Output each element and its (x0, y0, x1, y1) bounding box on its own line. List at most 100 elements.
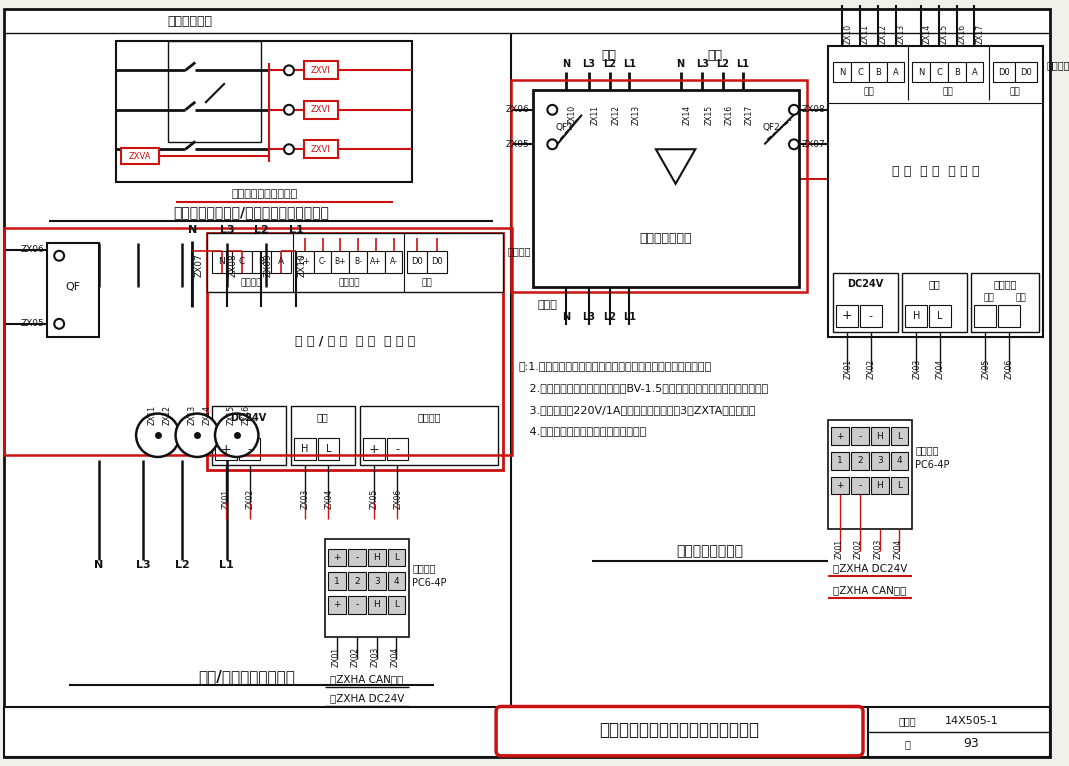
Text: +: + (369, 443, 379, 456)
Text: 1: 1 (837, 457, 843, 466)
Bar (427, 250, 447, 273)
Text: H: H (373, 553, 381, 562)
Text: ZX02: ZX02 (854, 538, 863, 558)
Text: ZX12: ZX12 (611, 105, 620, 125)
Bar (828, 46, 1043, 336)
Text: 4.端子、保险等辅料均由成套厂提供。: 4.端子、保险等辅料均由成套厂提供。 (518, 427, 646, 437)
Text: D0: D0 (998, 68, 1010, 77)
Text: 接ZXHA DC24V: 接ZXHA DC24V (329, 693, 404, 704)
Text: ZX08: ZX08 (802, 105, 825, 114)
Text: PC6-4P: PC6-4P (413, 578, 447, 588)
Text: D0: D0 (1020, 68, 1032, 77)
Text: 3: 3 (374, 577, 379, 586)
Bar (207, 233, 503, 293)
Text: 接线端子: 接线端子 (915, 445, 939, 455)
Text: ZX16: ZX16 (958, 24, 966, 44)
Bar (4, 228, 512, 455)
Text: ZX02: ZX02 (351, 647, 360, 667)
Bar (886, 63, 904, 82)
Bar (331, 250, 350, 273)
Bar (328, 596, 346, 614)
Text: ZX12: ZX12 (879, 24, 887, 44)
Text: 4: 4 (393, 577, 400, 586)
Bar (313, 250, 331, 273)
Text: 备电: 备电 (1016, 293, 1026, 303)
Bar (869, 63, 886, 82)
Text: 电压/电流传感器接线图: 电压/电流传感器接线图 (198, 669, 295, 684)
Bar (851, 476, 869, 494)
Bar (998, 305, 1020, 327)
Bar (388, 596, 405, 614)
Polygon shape (656, 149, 695, 184)
Text: ZX05: ZX05 (20, 319, 45, 329)
Bar (836, 305, 858, 327)
Bar (304, 101, 338, 119)
Text: ZX05: ZX05 (981, 358, 990, 379)
Bar (930, 63, 948, 82)
Text: ZX04: ZX04 (894, 538, 902, 558)
Text: 14X505-1: 14X505-1 (945, 716, 998, 726)
Text: ZX06: ZX06 (506, 105, 529, 114)
Text: 电 压  信 号  传 感 器: 电 压 信 号 传 感 器 (893, 165, 979, 178)
Text: L: L (326, 444, 331, 454)
Text: 电压传感器接线图: 电压传感器接线图 (677, 545, 744, 558)
Text: ZX17: ZX17 (975, 24, 985, 44)
Text: L2: L2 (716, 60, 729, 70)
Text: -: - (248, 444, 251, 454)
Text: B: B (874, 68, 881, 77)
Text: C: C (857, 68, 863, 77)
Bar (871, 427, 888, 445)
Text: H: H (301, 444, 309, 454)
Text: ZX13: ZX13 (631, 104, 640, 125)
Text: L1: L1 (737, 60, 749, 70)
Bar (387, 438, 408, 460)
Text: N: N (918, 68, 925, 77)
Bar (117, 41, 413, 182)
Bar (972, 273, 1039, 332)
Text: L: L (394, 601, 399, 610)
Text: ZX16: ZX16 (242, 405, 250, 425)
Text: L: L (938, 311, 943, 321)
Text: 接ZXHA CAN总线: 接ZXHA CAN总线 (833, 585, 907, 595)
Bar (328, 572, 346, 590)
Text: B: B (259, 257, 264, 267)
Bar (348, 548, 366, 566)
Text: ZXVI: ZXVI (311, 66, 330, 75)
Bar (207, 233, 503, 470)
Bar (890, 427, 909, 445)
Bar (368, 548, 386, 566)
Bar (948, 63, 965, 82)
Text: 电流信号: 电流信号 (339, 278, 360, 287)
Text: L3: L3 (583, 312, 595, 322)
Text: 双电源切换装置: 双电源切换装置 (639, 231, 692, 244)
Bar (905, 305, 927, 327)
Text: 输出: 输出 (1009, 87, 1020, 97)
Text: N: N (677, 60, 684, 70)
Text: ZX10: ZX10 (843, 24, 852, 44)
Text: ZX11: ZX11 (591, 105, 600, 125)
Text: ZX04: ZX04 (936, 358, 945, 379)
Bar (965, 63, 983, 82)
Text: 电压传感器与电压/电流传感器接线示意图: 电压传感器与电压/电流传感器接线示意图 (173, 205, 329, 219)
Text: +: + (334, 553, 341, 562)
Bar (832, 427, 849, 445)
Text: L2: L2 (175, 561, 190, 571)
Bar (890, 452, 909, 470)
Text: 通信: 通信 (928, 280, 940, 290)
Text: ZX03: ZX03 (912, 358, 921, 379)
Bar (168, 41, 261, 142)
Text: ZX11: ZX11 (861, 24, 870, 44)
Text: ZX10: ZX10 (568, 104, 577, 125)
Bar (832, 452, 849, 470)
Text: ZX14: ZX14 (202, 405, 212, 425)
Bar (360, 406, 498, 465)
Bar (348, 596, 366, 614)
Bar (861, 305, 882, 327)
Text: 电 压 / 电 流  信 号  传 感 器: 电 压 / 电 流 信 号 传 感 器 (295, 335, 415, 348)
Bar (251, 250, 272, 273)
Circle shape (789, 105, 799, 115)
Text: N: N (94, 561, 104, 571)
Text: 主电: 主电 (983, 293, 994, 303)
Bar (929, 305, 950, 327)
Text: N: N (562, 312, 570, 322)
